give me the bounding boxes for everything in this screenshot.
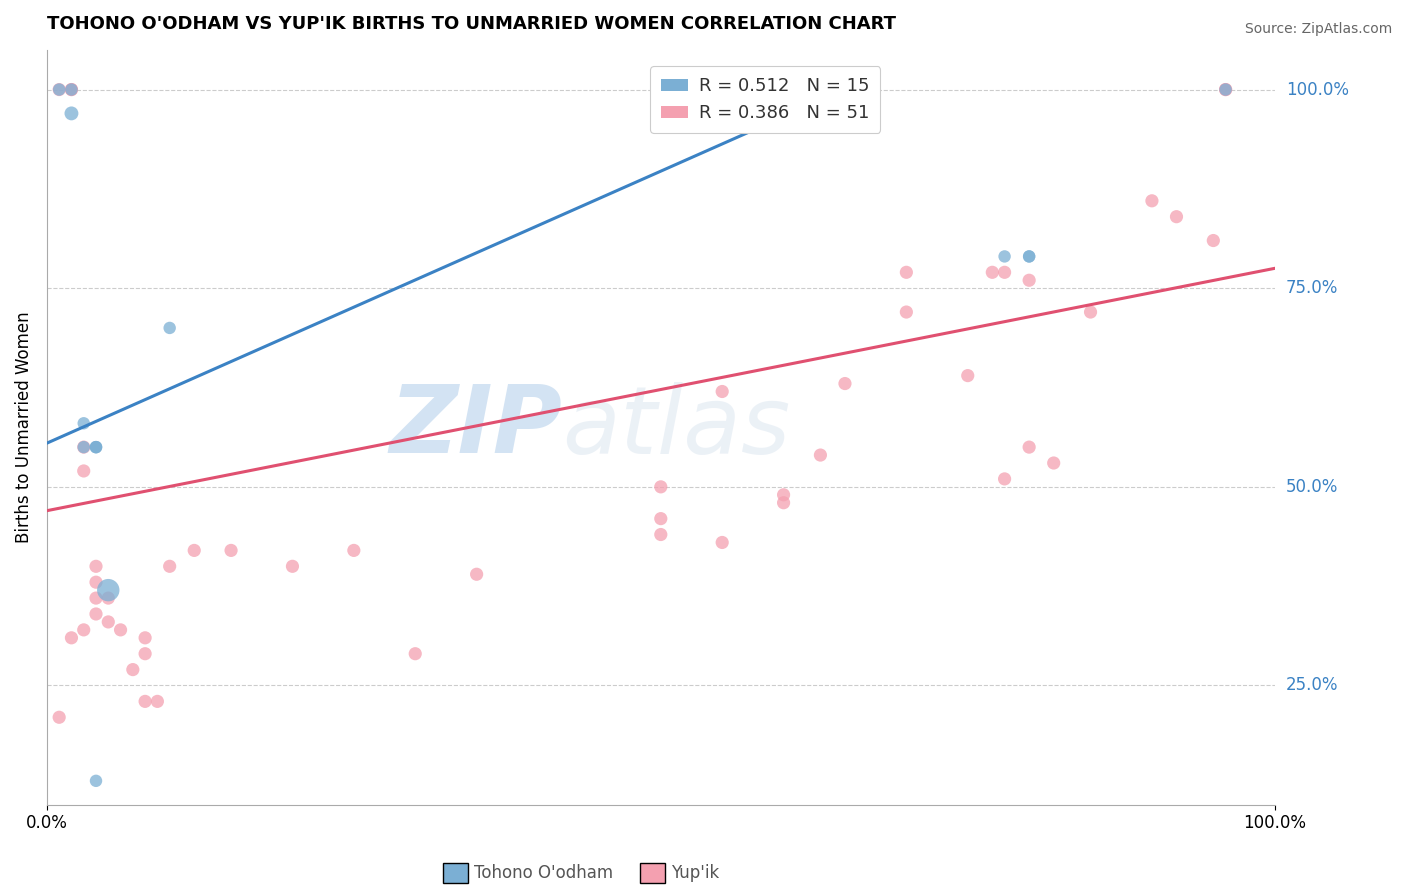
Point — [772, 496, 794, 510]
Point — [650, 480, 672, 494]
Point — [121, 663, 143, 677]
Point — [896, 305, 918, 319]
Point — [84, 575, 107, 590]
Point — [896, 265, 918, 279]
Point — [810, 82, 832, 96]
Point — [73, 417, 96, 431]
Point — [84, 559, 107, 574]
Point — [834, 376, 856, 391]
Text: 25.0%: 25.0% — [1286, 676, 1339, 695]
Point — [1042, 456, 1064, 470]
Point — [1018, 249, 1040, 263]
Point — [134, 631, 156, 645]
Point — [73, 440, 96, 454]
Point — [404, 647, 426, 661]
Text: atlas: atlas — [562, 382, 790, 473]
Point — [1018, 440, 1040, 454]
Text: ZIP: ZIP — [389, 381, 562, 474]
Point — [281, 559, 304, 574]
Point — [84, 607, 107, 621]
Point — [73, 440, 96, 454]
Point — [60, 631, 83, 645]
Point — [60, 106, 83, 120]
Point — [73, 623, 96, 637]
Point — [219, 543, 242, 558]
Point — [1215, 82, 1237, 96]
Point — [84, 440, 107, 454]
Point — [711, 535, 734, 549]
Point — [650, 527, 672, 541]
Point — [84, 440, 107, 454]
Text: 50.0%: 50.0% — [1286, 478, 1339, 496]
Point — [1018, 249, 1040, 263]
Point — [134, 647, 156, 661]
Point — [60, 82, 83, 96]
Point — [1202, 234, 1225, 248]
Point — [994, 472, 1017, 486]
Point — [48, 710, 70, 724]
Legend: R = 0.512   N = 15, R = 0.386   N = 51: R = 0.512 N = 15, R = 0.386 N = 51 — [650, 66, 880, 133]
Point — [772, 488, 794, 502]
Point — [1018, 273, 1040, 287]
Point — [1080, 305, 1102, 319]
Point — [97, 615, 120, 629]
Point — [84, 440, 107, 454]
Text: Yup'ik: Yup'ik — [671, 864, 718, 882]
Text: Tohono O'odham: Tohono O'odham — [474, 864, 613, 882]
Point — [183, 543, 205, 558]
Point — [134, 694, 156, 708]
Point — [1215, 82, 1237, 96]
Text: TOHONO O'ODHAM VS YUP'IK BIRTHS TO UNMARRIED WOMEN CORRELATION CHART: TOHONO O'ODHAM VS YUP'IK BIRTHS TO UNMAR… — [46, 15, 896, 33]
Point — [711, 384, 734, 399]
Point — [159, 559, 181, 574]
Point — [84, 773, 107, 788]
Point — [110, 623, 132, 637]
Point — [994, 265, 1017, 279]
Point — [97, 591, 120, 606]
Text: 75.0%: 75.0% — [1286, 279, 1339, 297]
Point — [48, 82, 70, 96]
Text: 100.0%: 100.0% — [1286, 80, 1348, 98]
Point — [650, 511, 672, 525]
Point — [159, 321, 181, 335]
Text: Source: ZipAtlas.com: Source: ZipAtlas.com — [1244, 22, 1392, 37]
Point — [48, 82, 70, 96]
Point — [146, 694, 169, 708]
Point — [1140, 194, 1163, 208]
Point — [60, 82, 83, 96]
Point — [981, 265, 1004, 279]
Point — [1215, 82, 1237, 96]
Point — [994, 249, 1017, 263]
Point — [60, 82, 83, 96]
Point — [84, 591, 107, 606]
Point — [1166, 210, 1188, 224]
Point — [956, 368, 979, 383]
Y-axis label: Births to Unmarried Women: Births to Unmarried Women — [15, 311, 32, 543]
Point — [73, 464, 96, 478]
Point — [465, 567, 488, 582]
Point — [810, 448, 832, 462]
Point — [97, 583, 120, 598]
Point — [343, 543, 366, 558]
